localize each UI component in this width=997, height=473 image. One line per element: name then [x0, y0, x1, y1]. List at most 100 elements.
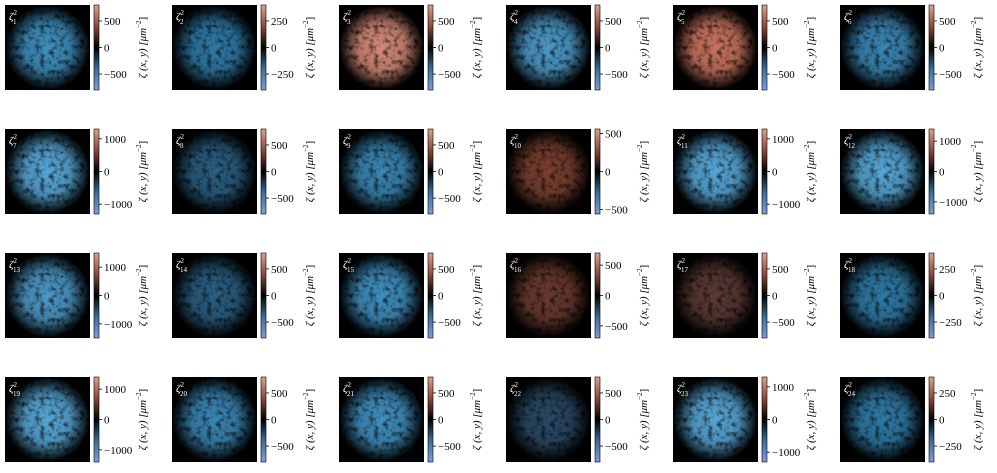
title-symbol: ζ: [9, 11, 15, 23]
panel-title: ζ2 12: [844, 133, 855, 150]
colorbar-label-text: ζ (x, y) [μm: [805, 400, 817, 450]
colorbar-tick-label: 500: [438, 140, 455, 152]
colorbar-label-sup: −2: [970, 144, 978, 152]
title-symbol: ζ: [343, 259, 349, 271]
colorbar-label-sup: −2: [970, 392, 978, 400]
colorbar-tick-label: 0: [104, 415, 110, 427]
panel: ζ2 8 500 0 −500 ζ (x, y) [μm−2]: [172, 128, 316, 215]
colorbar-label-text: ζ (x, y) [μm: [137, 28, 149, 78]
panel: ζ2 22 500 0 −500 ζ (x, y) [μm−2]: [506, 376, 650, 463]
colorbar: [260, 4, 267, 91]
colorbar-label: ζ (x, y) [μm−2]: [302, 141, 316, 202]
colorbar: [594, 128, 601, 215]
title-symbol: ζ: [510, 383, 516, 395]
colorbar-tick-label: 0: [939, 415, 945, 427]
image-texture: [506, 5, 591, 90]
colorbar-label-text: ζ (x, y) [μm: [638, 400, 650, 450]
image-texture: [339, 253, 424, 338]
colorbar-tick-label: −500: [772, 317, 795, 329]
colorbar-label-sup: −2: [302, 20, 310, 28]
colorbar-label: ζ (x, y) [μm−2]: [970, 389, 984, 450]
colorbar-label-text: ζ (x, y) [μm: [137, 276, 149, 326]
panel: ζ2 4 500 0 −500 ζ (x, y) [μm−2]: [506, 4, 650, 91]
title-sup: 2: [514, 9, 518, 17]
panel: ζ2 18 250 0 −250 ζ (x, y) [μm−2]: [840, 252, 984, 339]
panel-title: ζ2 1: [9, 9, 17, 26]
colorbar-tick-label: 0: [605, 167, 611, 179]
colorbar: [594, 252, 601, 339]
colorbar-label-text: ζ (x, y) [μm: [972, 276, 984, 326]
title-symbol: ζ: [510, 11, 516, 23]
title-sub: 24: [848, 390, 856, 398]
panel-title: ζ2 2: [176, 9, 184, 26]
colorbar-label: ζ (x, y) [μm−2]: [970, 265, 984, 326]
title-sup: 2: [347, 257, 351, 265]
colorbar-label-text: ζ (x, y) [μm: [471, 152, 483, 202]
colorbar-label-text: ζ (x, y) [μm: [805, 28, 817, 78]
panel-title: ζ2 8: [176, 133, 184, 150]
panel-title: ζ2 9: [343, 133, 351, 150]
colorbar-label-end: ]: [638, 389, 650, 393]
colorbar-label-end: ]: [972, 141, 984, 145]
colorbar: [761, 128, 768, 215]
colorbar-tick-label: −500: [271, 317, 294, 329]
colorbar: [761, 376, 768, 463]
title-symbol: ζ: [9, 259, 15, 271]
colorbar: [427, 128, 434, 215]
colorbar-tick-label: −500: [438, 193, 461, 205]
colorbar-label-sup: −2: [803, 20, 811, 28]
colorbar-tick-label: −500: [605, 69, 628, 81]
colorbar-label-sup: −2: [636, 144, 644, 152]
colorbar-tick-label: 0: [271, 415, 277, 427]
colorbar-tick-label: −1000: [104, 445, 133, 457]
colorbar-label-end: ]: [805, 389, 817, 393]
colorbar-tick-label: −500: [104, 69, 127, 81]
title-sub: 15: [347, 266, 355, 274]
title-symbol: ζ: [510, 259, 516, 271]
colorbar-tick-label: 0: [605, 43, 611, 55]
colorbar-label-text: ζ (x, y) [μm: [805, 276, 817, 326]
colorbar-tick-label: 0: [939, 167, 945, 179]
title-sub: 2: [180, 18, 184, 26]
colorbar-tick-label: 0: [104, 167, 110, 179]
colorbar-label-sup: −2: [469, 144, 477, 152]
panel-title: ζ2 21: [343, 381, 354, 398]
image-texture: [172, 253, 257, 338]
colorbar-label: ζ (x, y) [μm−2]: [636, 265, 650, 326]
colorbar-label: ζ (x, y) [μm−2]: [636, 141, 650, 202]
title-sub: 5: [681, 18, 685, 26]
colorbar: [761, 252, 768, 339]
colorbar-label-sup: −2: [469, 392, 477, 400]
title-sup: 2: [848, 9, 852, 17]
title-sup: 2: [514, 381, 518, 389]
title-sup: 2: [848, 257, 852, 265]
colorbar: [928, 4, 935, 91]
title-sub: 8: [180, 142, 184, 150]
colorbar-tick-label: 0: [939, 43, 945, 55]
colorbar-tick-label: 500: [939, 16, 956, 28]
colorbar-tick-label: 0: [438, 43, 444, 55]
colorbar-tick-label: −250: [271, 69, 294, 81]
colorbar-tick-label: 500: [605, 388, 622, 400]
colorbar-tick-label: −500: [271, 441, 294, 453]
title-symbol: ζ: [844, 11, 850, 23]
title-sup: 2: [681, 9, 685, 17]
colorbar: [594, 4, 601, 91]
colorbar-label-text: ζ (x, y) [μm: [137, 400, 149, 450]
colorbar-tick-label: −1000: [939, 197, 968, 209]
colorbar-label-text: ζ (x, y) [μm: [805, 152, 817, 202]
colorbar-label-end: ]: [304, 389, 316, 393]
panel-title: ζ2 16: [510, 257, 521, 274]
image-texture: [339, 129, 424, 214]
colorbar: [260, 252, 267, 339]
panel: ζ2 17 500 0 −500 ζ (x, y) [μm−2]: [673, 252, 817, 339]
colorbar-label-end: ]: [972, 265, 984, 269]
title-sub: 16: [514, 266, 522, 274]
colorbar-tick-label: 1000: [772, 134, 795, 146]
panel-title: ζ2 6: [844, 9, 852, 26]
colorbar-label-end: ]: [304, 141, 316, 145]
